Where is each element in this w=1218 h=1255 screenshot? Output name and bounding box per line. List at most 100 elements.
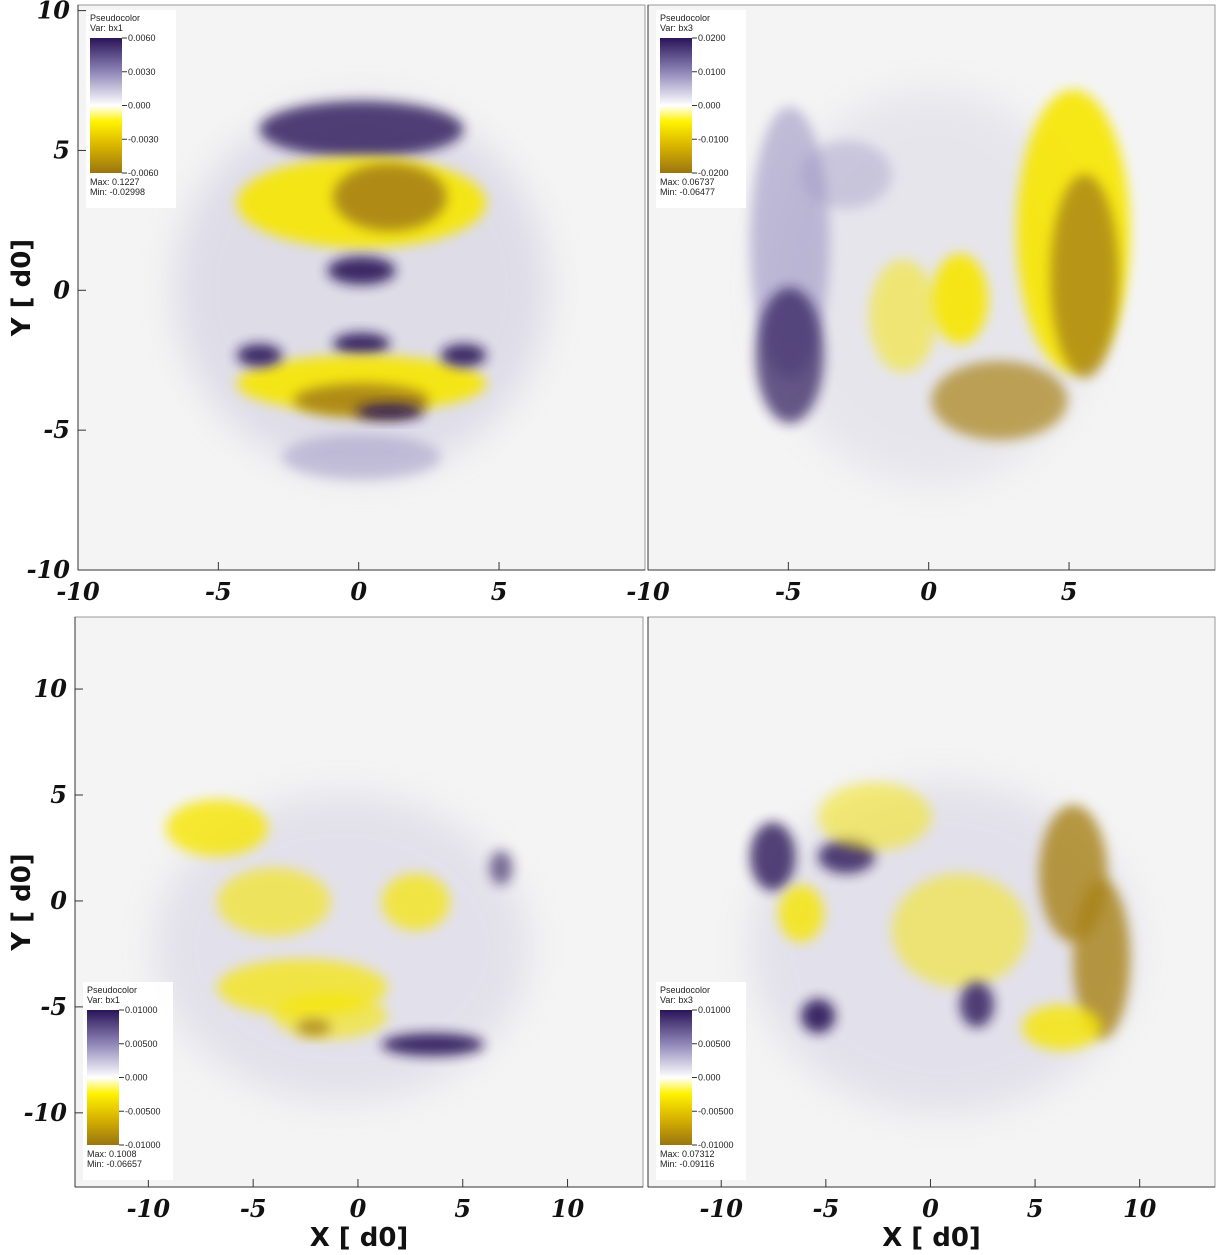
field-feature — [755, 287, 824, 424]
field-feature — [440, 344, 487, 367]
x-tick-label: 0 — [920, 577, 937, 606]
y-tick-label: 5 — [53, 135, 70, 164]
y-tick-label: -5 — [40, 992, 67, 1021]
y-tick-label: 0 — [50, 886, 67, 915]
legend-max: Max: 0.1227 — [90, 177, 140, 187]
field-feature — [931, 360, 1068, 441]
legend-variable: Var: bx3 — [660, 995, 693, 1005]
colorbar-tick-label: -0.00500 — [125, 1106, 161, 1116]
x-tick-label: -10 — [626, 577, 670, 606]
y-tick-label: -10 — [27, 555, 71, 584]
y-tick-label: 10 — [34, 674, 68, 703]
colorbar-tick-label: 0.000 — [125, 1073, 148, 1083]
field-feature — [327, 256, 396, 285]
field-feature — [381, 1033, 484, 1056]
colorbar-tick-label: 0.0200 — [698, 33, 726, 43]
field-feature — [801, 998, 836, 1034]
legend-title: Pseudocolor — [87, 985, 137, 995]
legend-variable: Var: bx1 — [90, 23, 123, 33]
colorbar — [87, 1010, 119, 1145]
legend-max: Max: 0.1008 — [87, 1149, 137, 1159]
x-tick-label: 5 — [491, 577, 508, 606]
field-feature — [273, 993, 388, 1039]
field-feature — [959, 981, 994, 1028]
field-feature — [869, 259, 938, 373]
x-tick-label: -5 — [813, 1194, 840, 1223]
y-tick-label: 10 — [37, 0, 71, 25]
field-feature — [259, 101, 464, 158]
legend-min: Min: -0.02998 — [90, 187, 145, 197]
field-feature — [489, 850, 513, 885]
colorbar — [660, 1010, 692, 1145]
colorbar-tick-label: 0.0030 — [128, 67, 156, 77]
field-feature — [750, 822, 796, 891]
colorbar — [660, 38, 692, 173]
x-tick-label: -5 — [205, 577, 232, 606]
y-tick-label: 0 — [53, 275, 70, 304]
x-tick-label: 10 — [551, 1194, 585, 1223]
colorbar-tick-label: -0.0100 — [698, 134, 729, 144]
field-feature — [1073, 879, 1130, 1039]
x-axis-title: X [ d0] — [310, 1223, 409, 1253]
panel: -10 -5 0 5 10 -10 -5 0 5 10 X [ d0] Y [ d0] Pseudoco… — [7, 616, 644, 1253]
field-feature — [333, 163, 447, 232]
x-tick-label: 10 — [1123, 1194, 1157, 1223]
field-feature — [216, 867, 331, 937]
legend-min: Min: -0.06657 — [87, 1159, 142, 1169]
field — [154, 793, 530, 1102]
colorbar-tick-label: -0.01000 — [698, 1140, 734, 1150]
field-feature — [818, 782, 932, 851]
x-tick-label: -5 — [775, 577, 802, 606]
x-tick-label: -10 — [700, 1194, 744, 1223]
field-feature — [355, 403, 424, 421]
x-tick-label: 5 — [1027, 1194, 1044, 1223]
colorbar-tick-label: 0.00500 — [698, 1039, 731, 1049]
field — [174, 101, 549, 480]
field-feature — [931, 253, 989, 344]
colorbar-tick-label: -0.0030 — [128, 134, 159, 144]
y-axis-title: Y [ d0] — [7, 239, 37, 337]
legend-title: Pseudocolor — [90, 13, 140, 23]
legend-max: Max: 0.06737 — [660, 177, 715, 187]
colorbar-tick-label: 0.000 — [128, 101, 151, 111]
legend-max: Max: 0.07312 — [660, 1149, 715, 1159]
x-tick-label: 5 — [454, 1194, 471, 1223]
field-feature — [1050, 174, 1119, 378]
field-feature — [154, 793, 530, 1102]
field-feature — [296, 1018, 331, 1036]
x-tick-label: 5 — [1061, 577, 1078, 606]
colorbar-tick-label: -0.01000 — [125, 1140, 161, 1150]
legend-title: Pseudocolor — [660, 13, 710, 23]
legend-title: Pseudocolor — [660, 985, 710, 995]
colorbar-tick-label: -0.0200 — [698, 168, 729, 178]
legend-variable: Var: bx1 — [87, 995, 120, 1005]
y-axis-title: Y [ d0] — [7, 853, 37, 951]
legend-variable: Var: bx3 — [660, 23, 693, 33]
colorbar-tick-label: 0.01000 — [125, 1005, 158, 1015]
field-feature — [333, 332, 390, 356]
field-feature — [1022, 1004, 1102, 1051]
y-tick-label: 5 — [50, 780, 67, 809]
colorbar-tick-label: -0.00500 — [698, 1106, 734, 1116]
field-feature — [165, 799, 269, 857]
field-feature — [891, 873, 1028, 988]
legend-min: Min: -0.09116 — [660, 1159, 714, 1169]
field — [750, 89, 1130, 486]
colorbar-tick-label: 0.000 — [698, 101, 721, 111]
colorbar-tick-label: 0.00500 — [125, 1039, 158, 1049]
y-tick-label: -5 — [43, 415, 70, 444]
field-feature — [801, 140, 892, 209]
colorbar-tick-label: 0.0060 — [128, 33, 156, 43]
field — [750, 782, 1136, 1113]
field-feature — [282, 434, 441, 480]
field-feature — [381, 873, 450, 931]
x-tick-label: -10 — [56, 577, 100, 606]
